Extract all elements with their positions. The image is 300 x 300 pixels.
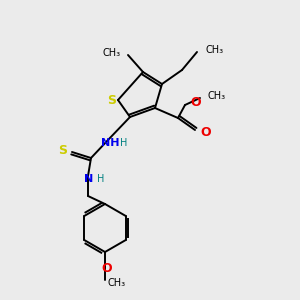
- Text: O: O: [190, 97, 201, 110]
- Text: CH₃: CH₃: [103, 48, 121, 58]
- Text: S: S: [58, 145, 67, 158]
- Text: CH₃: CH₃: [208, 91, 226, 101]
- Text: NH: NH: [101, 138, 119, 148]
- Text: S: S: [107, 94, 116, 106]
- Text: N: N: [84, 174, 94, 184]
- Text: O: O: [102, 262, 112, 275]
- Text: H: H: [120, 138, 127, 148]
- Text: CH₃: CH₃: [205, 45, 223, 55]
- Text: O: O: [200, 127, 211, 140]
- Text: CH₃: CH₃: [108, 278, 126, 288]
- Text: H: H: [97, 174, 104, 184]
